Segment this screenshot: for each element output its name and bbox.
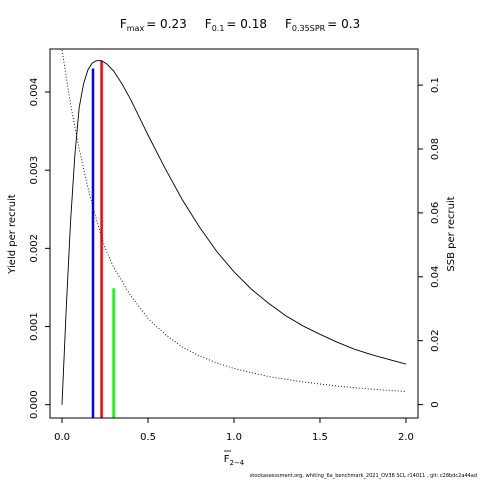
y-left-tick-label: 0.002 (29, 234, 40, 263)
y-right-tick-label: 0.04 (430, 266, 441, 288)
y-right-tick-label: 0.02 (430, 330, 441, 352)
y-left-tick-label: 0.000 (29, 390, 40, 419)
x-axis: 0.0 0.5 1.0 1.5 2.0 (54, 417, 414, 443)
footer-note: stockassessment.org, whiting_6a_benchmar… (250, 473, 477, 479)
x-tick-label: 2.0 (398, 432, 414, 443)
chart-title: Fmax = 0.23 F0.1 = 0.18 F0.35SPR = 0.3 (120, 17, 360, 33)
y-left-axis: 0.000 0.001 0.002 0.003 0.004 (29, 78, 50, 419)
y-left-axis-label: Yield per recruit (7, 194, 18, 275)
series-lines (61, 49, 407, 405)
x-axis-label: F2−4 (224, 454, 245, 467)
y-right-tick-label: 0.06 (430, 202, 441, 224)
y-right-tick-label: 0 (430, 401, 441, 407)
y-left-tick-label: 0.004 (29, 78, 40, 107)
x-tick-label: 1.5 (312, 432, 328, 443)
chart-title-text: Fmax = 0.23 F0.1 = 0.18 F0.35SPR = 0.3 (120, 17, 360, 33)
y-right-tick-label: 0.08 (430, 138, 441, 160)
series-line-ssb (61, 49, 407, 392)
y-left-tick-label: 0.003 (29, 156, 40, 185)
x-tick-label: 1.0 (226, 432, 242, 443)
series-line-yield (61, 60, 407, 405)
plot-frame (49, 48, 419, 419)
reference-lines (91, 60, 115, 418)
x-tick-label: 0.0 (54, 432, 70, 443)
x-tick-label: 0.5 (140, 432, 156, 443)
y-right-axis: 0 0.02 0.04 0.06 0.08 0.1 (418, 77, 441, 408)
y-left-tick-label: 0.001 (29, 312, 40, 341)
y-right-axis-label: SSB per recruit (446, 196, 457, 271)
y-right-tick-label: 0.1 (430, 77, 441, 93)
